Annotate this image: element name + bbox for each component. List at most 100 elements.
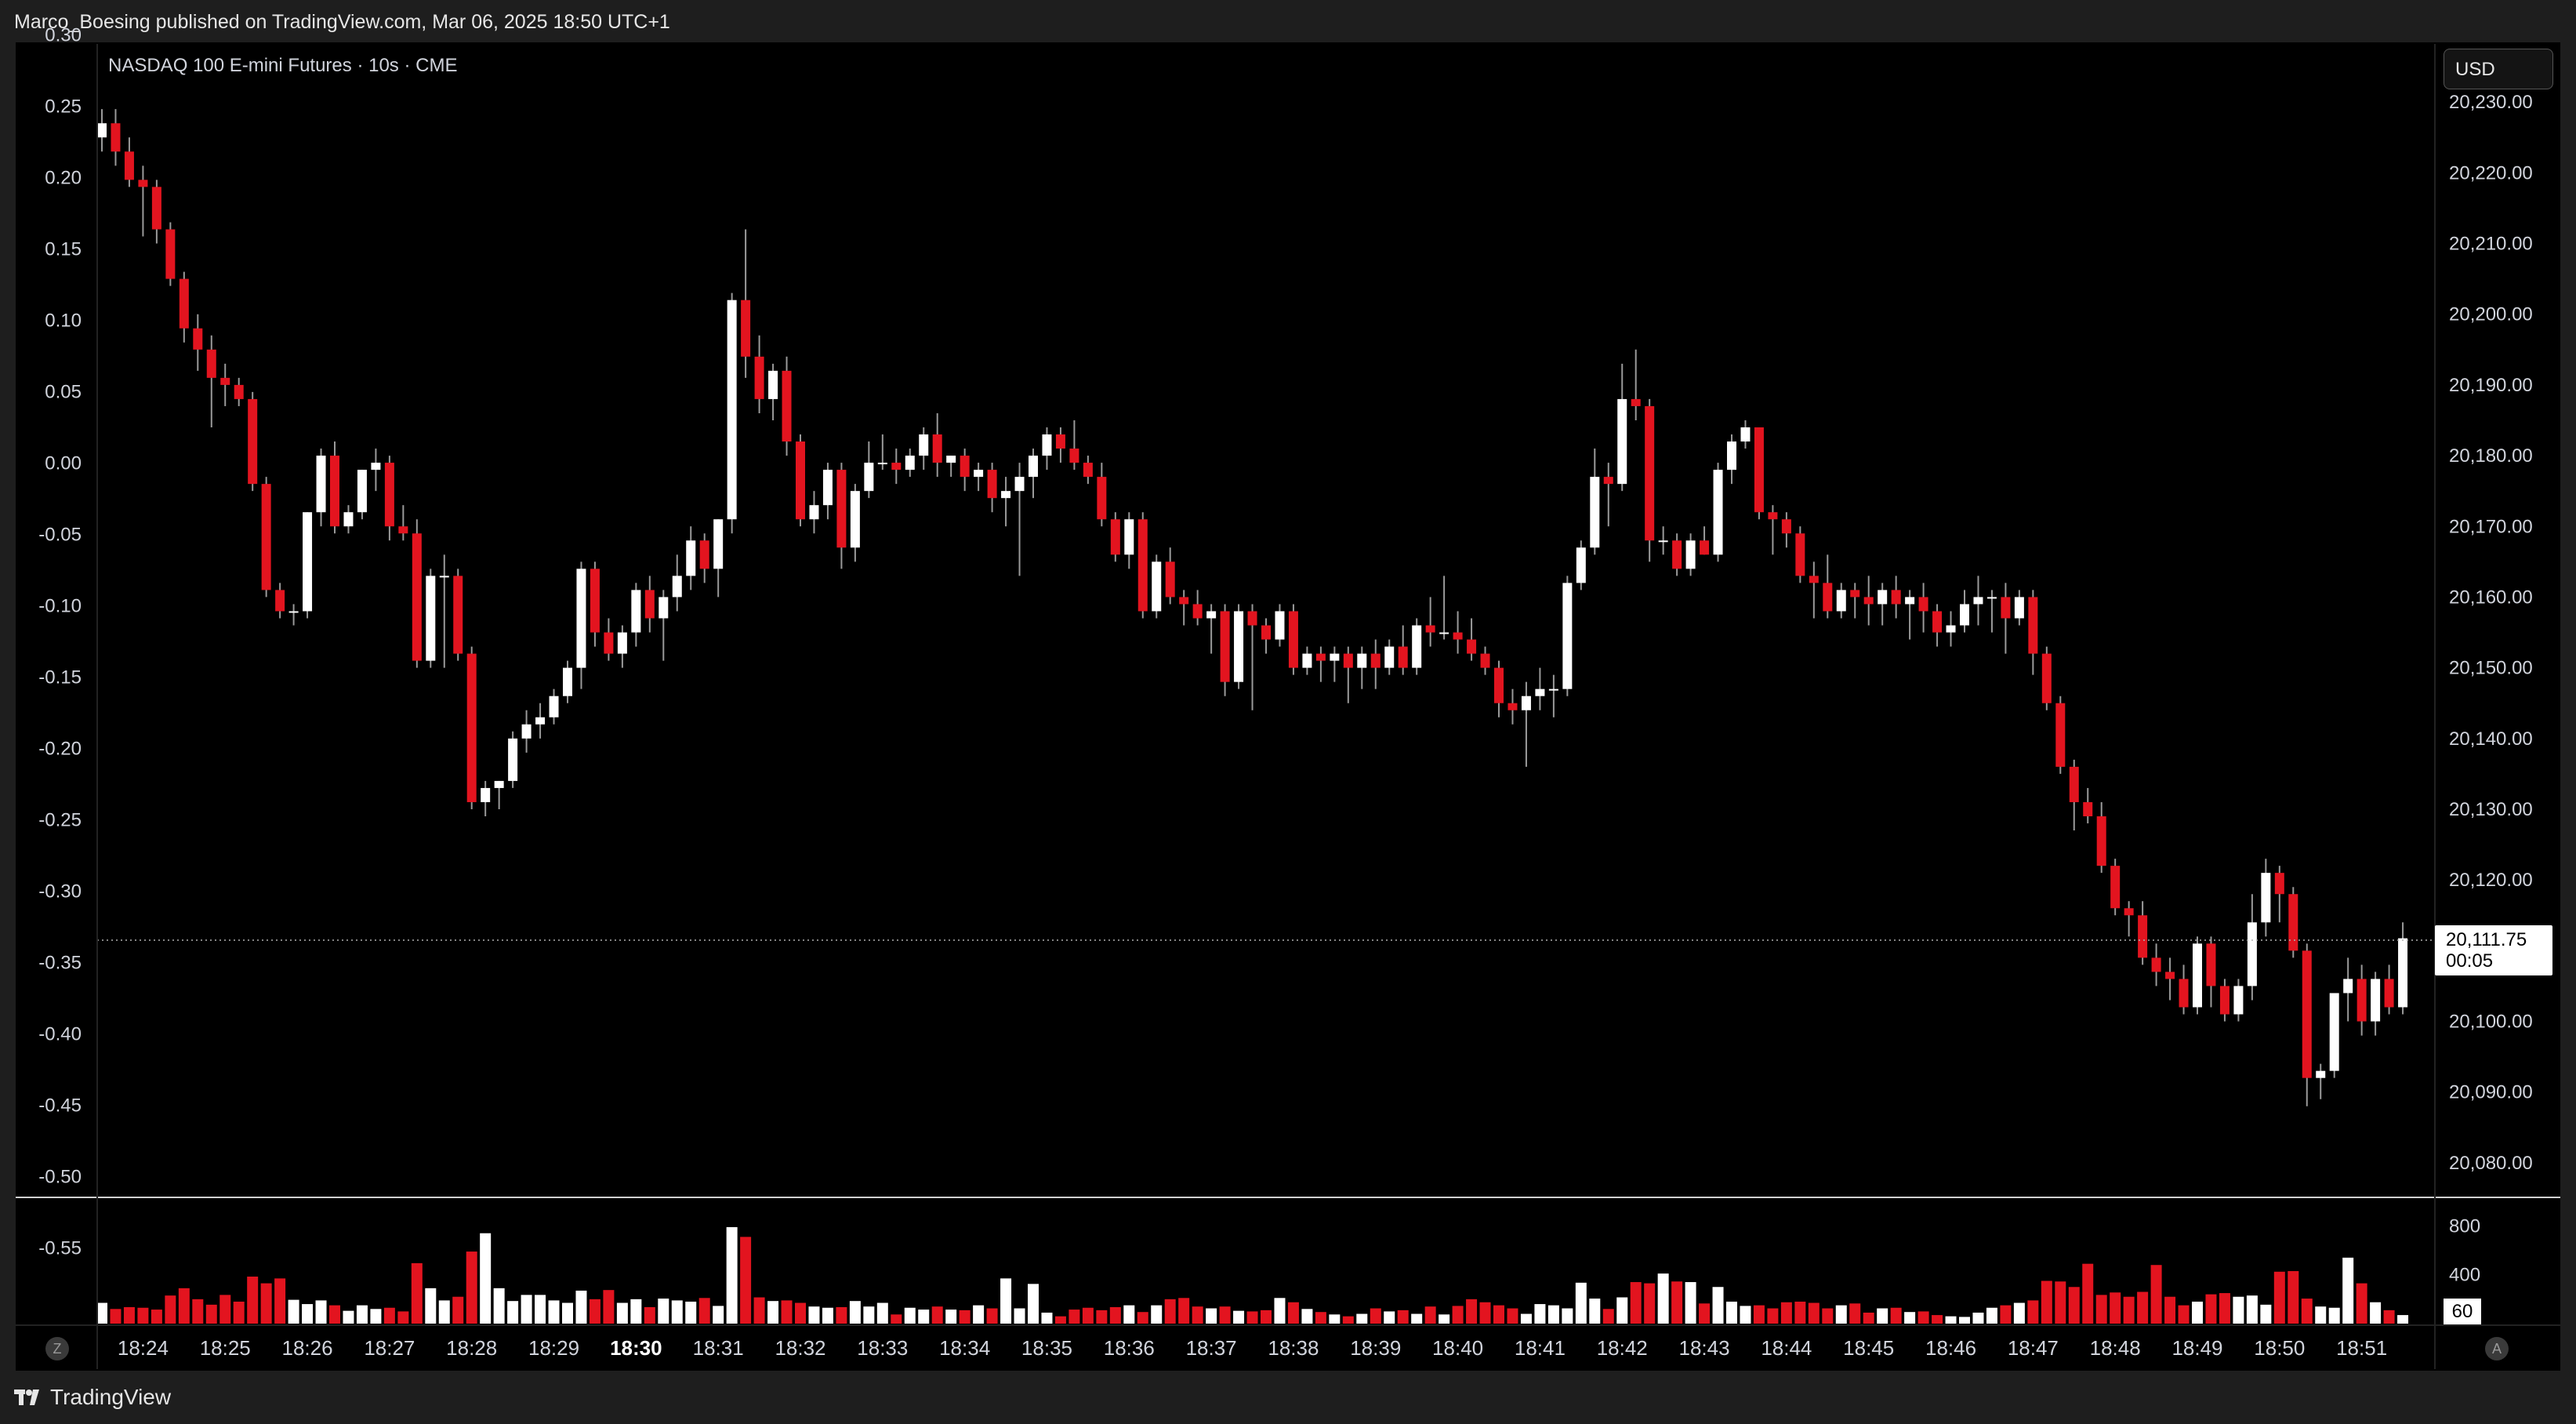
volume-bar — [1794, 1301, 1806, 1324]
candle — [111, 109, 121, 166]
volume-bar — [1466, 1299, 1478, 1324]
volume-bar — [151, 1310, 162, 1324]
tradingview-brand: TradingView — [50, 1385, 172, 1409]
candle — [2055, 696, 2066, 774]
volume-bar — [2082, 1263, 2094, 1324]
candle — [1836, 583, 1846, 619]
volume-bar — [452, 1296, 464, 1324]
volume-bar — [2356, 1283, 2367, 1324]
candle — [2233, 979, 2244, 1022]
candle — [2001, 583, 2011, 654]
volume-bar — [1082, 1307, 1094, 1324]
volume-bar — [1342, 1316, 1354, 1324]
candle — [1986, 590, 1997, 633]
volume-bar — [1493, 1305, 1504, 1324]
volume-bar — [383, 1307, 395, 1324]
time-tick-label: 18:49 — [2171, 1336, 2222, 1360]
price-tick-label: 20,080.00 — [2449, 1153, 2533, 1174]
volume-bar — [822, 1307, 833, 1324]
candle — [1124, 512, 1134, 569]
candle — [1535, 667, 1545, 710]
volume-bar — [740, 1237, 752, 1324]
candle — [1548, 674, 1558, 717]
volume-bar — [2370, 1302, 2382, 1324]
time-tick-label: 18:26 — [282, 1336, 333, 1360]
volume-bar — [2150, 1265, 2162, 1324]
volume-bar — [671, 1300, 683, 1324]
volume-bar — [2260, 1304, 2272, 1324]
candle — [1288, 604, 1298, 675]
volume-bar — [343, 1310, 354, 1324]
volume-bar — [1740, 1306, 1751, 1324]
candle — [563, 660, 572, 703]
candle — [1768, 505, 1778, 555]
volume-bar — [973, 1305, 985, 1324]
candle — [1685, 533, 1696, 576]
volume-bar — [2027, 1300, 2039, 1324]
candle — [1467, 618, 1477, 661]
price-tick-label: 20,090.00 — [2449, 1082, 2533, 1103]
volume-bar — [1123, 1305, 1135, 1324]
price-tick-label: 20,150.00 — [2449, 658, 2533, 679]
candle — [275, 583, 285, 619]
candle — [809, 491, 819, 534]
auto-scale-button[interactable]: A — [2485, 1337, 2509, 1360]
time-tick-label: 18:32 — [775, 1336, 825, 1360]
volume-bar — [1274, 1298, 1286, 1324]
volume-bar — [288, 1299, 299, 1324]
chart-frame[interactable] — [16, 42, 2560, 1371]
volume-bar — [644, 1306, 655, 1324]
candle — [1302, 646, 1312, 675]
candle — [124, 137, 134, 187]
volume-bar — [220, 1295, 231, 1324]
candle — [1795, 526, 1805, 583]
volume-bar — [1068, 1310, 1080, 1324]
candle — [1631, 349, 1641, 420]
percent-tick-label: 0.30 — [45, 25, 82, 46]
time-tick-label: 18:47 — [2008, 1336, 2059, 1360]
candle — [672, 554, 682, 612]
candle — [2069, 759, 2079, 831]
candle — [659, 590, 669, 661]
volume-bar — [2178, 1305, 2190, 1324]
volume-bar — [1863, 1312, 1874, 1324]
volume-bar — [1534, 1304, 1546, 1324]
volume-bar — [1164, 1299, 1176, 1324]
candle — [1617, 363, 1627, 492]
volume-bar — [795, 1302, 806, 1324]
volume-bar — [904, 1307, 916, 1324]
volume-bar — [397, 1311, 409, 1324]
candle — [836, 463, 847, 569]
candle — [1425, 597, 1435, 647]
candle — [1234, 604, 1244, 689]
time-tick-label: 18:25 — [200, 1336, 251, 1360]
volume-bar — [1959, 1317, 1970, 1324]
candle — [2041, 646, 2052, 710]
candle — [220, 363, 230, 406]
volume-bar — [233, 1301, 245, 1324]
candle — [891, 449, 902, 485]
candle — [2398, 922, 2408, 1015]
percent-tick-label: 0.10 — [45, 311, 82, 332]
candle — [604, 618, 614, 661]
currency-button[interactable]: USD — [2444, 49, 2553, 89]
volume-bar — [548, 1300, 560, 1324]
time-tick-label: 18:40 — [1432, 1336, 1483, 1360]
volume-bar — [1602, 1309, 1614, 1324]
symbol-title[interactable]: NASDAQ 100 E-mini Futures · 10s · CME — [108, 55, 458, 76]
candle — [1330, 646, 1340, 682]
candle — [1494, 660, 1504, 717]
volume-bar — [1589, 1299, 1601, 1324]
candle — [97, 109, 107, 152]
time-tick-label: 18:24 — [118, 1336, 169, 1360]
volume-bar — [2095, 1295, 2107, 1324]
zoom-button[interactable]: Z — [45, 1337, 69, 1360]
candle — [2206, 936, 2216, 1008]
volume-bar — [808, 1306, 820, 1324]
candle — [905, 449, 915, 478]
volume-bar — [1657, 1273, 1669, 1324]
percent-tick-label: 0.15 — [45, 239, 82, 260]
volume-bar — [1849, 1303, 1861, 1324]
volume-bar — [1137, 1312, 1148, 1324]
